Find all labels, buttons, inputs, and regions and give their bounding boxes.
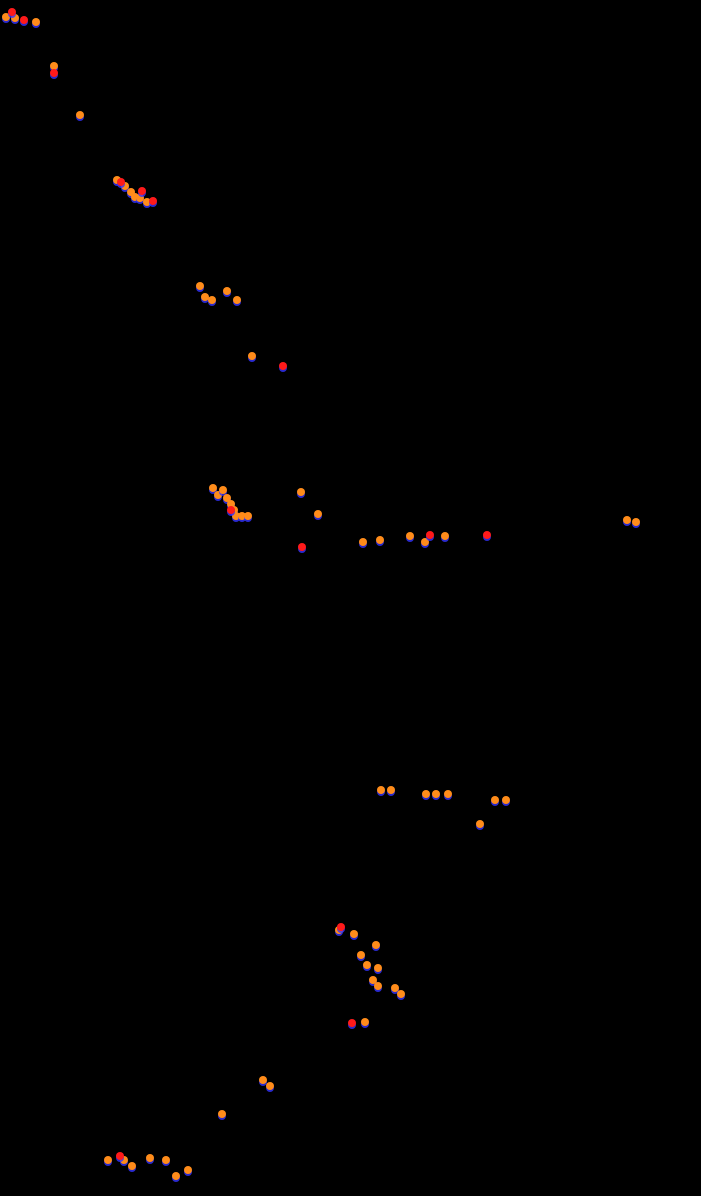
series-red-point [426, 531, 434, 539]
series-orange-point [406, 532, 414, 540]
series-red-point [116, 1152, 124, 1160]
series-orange-point [244, 512, 252, 520]
series-orange-point [632, 518, 640, 526]
series-orange-point [623, 516, 631, 524]
series-red-point [149, 197, 157, 205]
series-orange-point [233, 296, 241, 304]
series-orange-point [219, 486, 227, 494]
series-orange-point [377, 786, 385, 794]
series-orange-point [441, 532, 449, 540]
series-orange-point [297, 488, 305, 496]
series-red-point [279, 362, 287, 370]
series-red-point [8, 8, 16, 16]
series-red-point [50, 69, 58, 77]
series-orange-point [350, 930, 358, 938]
series-orange-point [128, 1162, 136, 1170]
series-orange-point [266, 1082, 274, 1090]
series-red-point [20, 16, 28, 24]
series-orange-point [104, 1156, 112, 1164]
series-orange-point [361, 1018, 369, 1026]
series-orange-point [146, 1154, 154, 1162]
series-orange-point [372, 941, 380, 949]
series-orange-point [223, 287, 231, 295]
series-red-point [337, 923, 345, 931]
series-orange-point [218, 1110, 226, 1118]
series-red-point [227, 506, 235, 514]
series-orange-point [374, 982, 382, 990]
series-orange-point [184, 1166, 192, 1174]
series-orange-point [444, 790, 452, 798]
series-orange-point [357, 951, 365, 959]
series-red-point [298, 543, 306, 551]
series-orange-point [432, 790, 440, 798]
series-orange-point [363, 961, 371, 969]
scatter-plot [0, 0, 701, 1196]
series-orange-point [208, 296, 216, 304]
series-red-point [117, 178, 125, 186]
series-orange-point [32, 18, 40, 26]
series-orange-point [502, 796, 510, 804]
series-red-point [138, 187, 146, 195]
series-orange-point [376, 536, 384, 544]
series-orange-point [314, 510, 322, 518]
series-orange-point [248, 352, 256, 360]
series-orange-point [172, 1172, 180, 1180]
series-red-point [348, 1019, 356, 1027]
series-orange-point [76, 111, 84, 119]
series-orange-point [387, 786, 395, 794]
series-orange-point [491, 796, 499, 804]
series-orange-point [397, 990, 405, 998]
series-orange-point [162, 1156, 170, 1164]
series-orange-point [422, 790, 430, 798]
series-red-point [483, 531, 491, 539]
series-orange-point [374, 964, 382, 972]
series-orange-point [359, 538, 367, 546]
series-orange-point [196, 282, 204, 290]
series-orange-point [476, 820, 484, 828]
